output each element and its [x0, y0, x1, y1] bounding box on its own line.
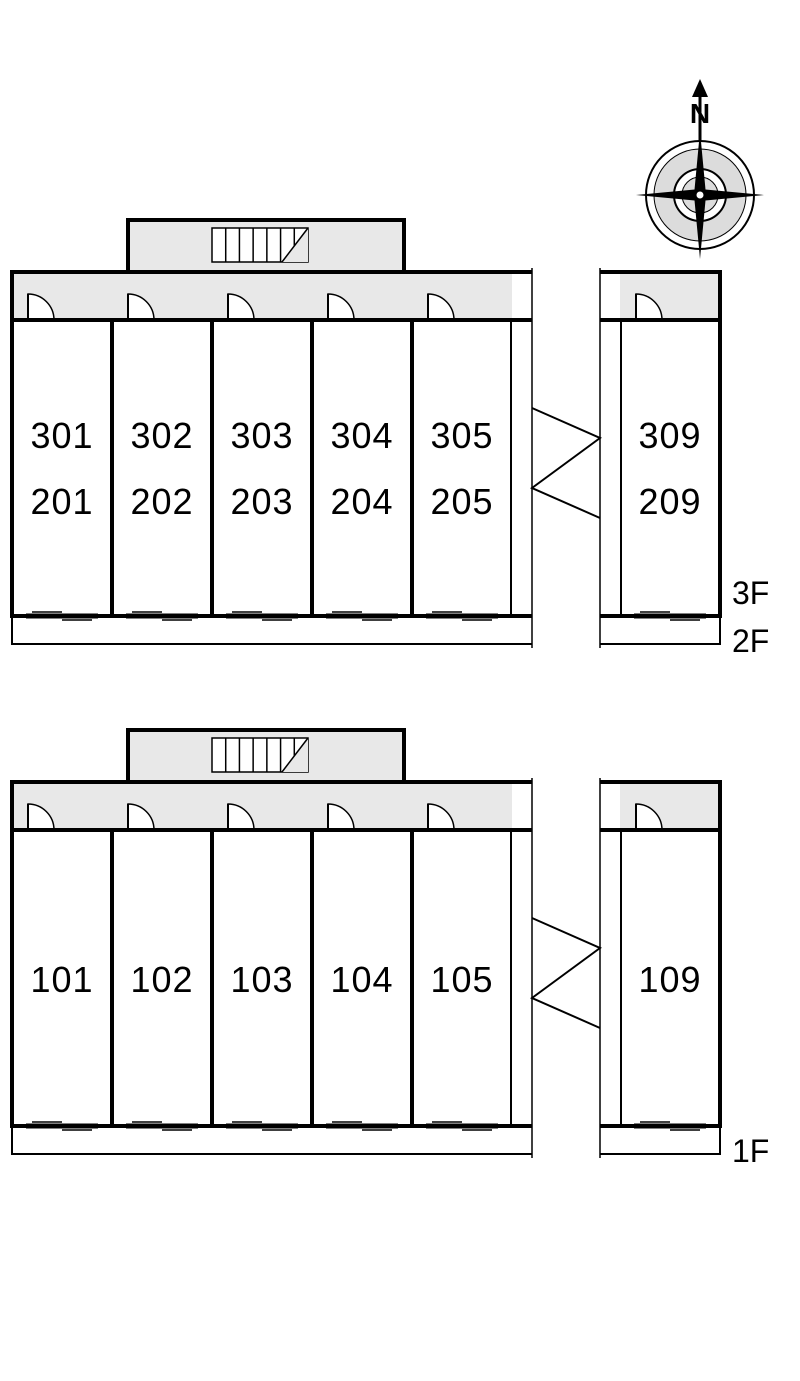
room-number: 309: [638, 415, 701, 456]
room-number: 101: [30, 959, 93, 1000]
floor-label: 3F: [732, 575, 769, 611]
room-number: 103: [230, 959, 293, 1000]
upper_block: 301 201 302 202 303 203 304 204 305 205 309 209 3F 2F: [12, 220, 769, 659]
stair-icon: [212, 228, 308, 262]
room-number: 203: [230, 481, 293, 522]
room-number: 104: [330, 959, 393, 1000]
room-number: 209: [638, 481, 701, 522]
room-number: 109: [638, 959, 701, 1000]
room-number: 202: [130, 481, 193, 522]
compass-icon: N: [636, 79, 764, 259]
floor-label: 1F: [732, 1133, 769, 1169]
floor-label: 2F: [732, 623, 769, 659]
room-number: 305: [430, 415, 493, 456]
omission-gap: [512, 776, 620, 1160]
room-number: 105: [430, 959, 493, 1000]
room-number: 102: [130, 959, 193, 1000]
room-number: 304: [330, 415, 393, 456]
stair-icon: [212, 738, 308, 772]
room-number: 201: [30, 481, 93, 522]
floor-plan-diagram: N 301 201 302 202 303 203 304 204 305 205 309 209 3F 2…: [0, 0, 800, 1381]
room-number: 205: [430, 481, 493, 522]
compass-north-label: N: [690, 98, 710, 129]
omission-gap: [512, 266, 620, 650]
room-number: 204: [330, 481, 393, 522]
room-number: 303: [230, 415, 293, 456]
room-number: 302: [130, 415, 193, 456]
room-number: 301: [30, 415, 93, 456]
lower_block: 101 102 103 104 105 109 1F: [12, 730, 769, 1169]
